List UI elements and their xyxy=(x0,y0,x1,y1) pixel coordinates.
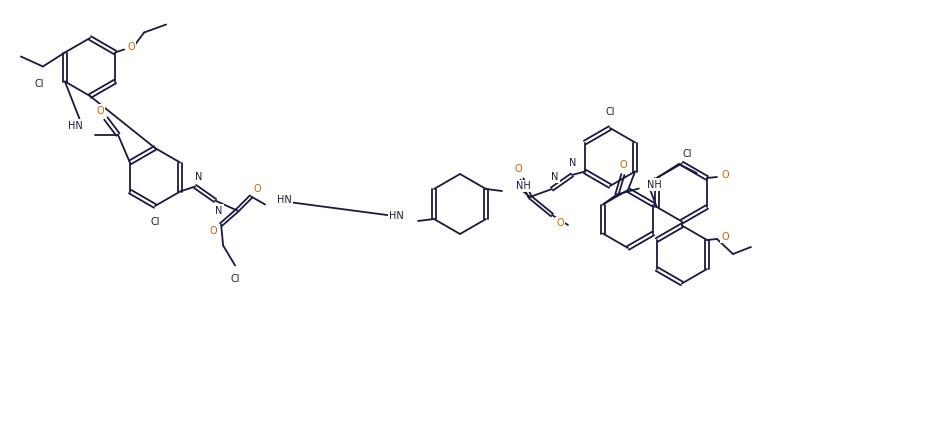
Text: HN: HN xyxy=(390,211,404,221)
Text: N: N xyxy=(215,206,223,216)
Text: O: O xyxy=(721,170,729,180)
Text: Cl: Cl xyxy=(605,107,615,117)
Text: N: N xyxy=(552,172,558,182)
Text: HN: HN xyxy=(68,121,83,130)
Text: O: O xyxy=(619,160,626,170)
Text: NH: NH xyxy=(516,181,530,191)
Text: O: O xyxy=(721,232,729,242)
Text: NH: NH xyxy=(647,179,662,189)
Text: Cl: Cl xyxy=(230,273,240,284)
Text: Cl: Cl xyxy=(150,217,159,227)
Text: O: O xyxy=(254,184,261,194)
Text: O: O xyxy=(96,106,103,116)
Text: N: N xyxy=(196,171,203,181)
Text: O: O xyxy=(128,41,135,51)
Text: Cl: Cl xyxy=(34,78,44,89)
Text: HN: HN xyxy=(277,195,292,205)
Text: Cl: Cl xyxy=(682,149,692,159)
Text: O: O xyxy=(210,225,217,235)
Text: O: O xyxy=(514,164,522,174)
Text: O: O xyxy=(556,218,564,228)
Text: N: N xyxy=(569,158,577,168)
